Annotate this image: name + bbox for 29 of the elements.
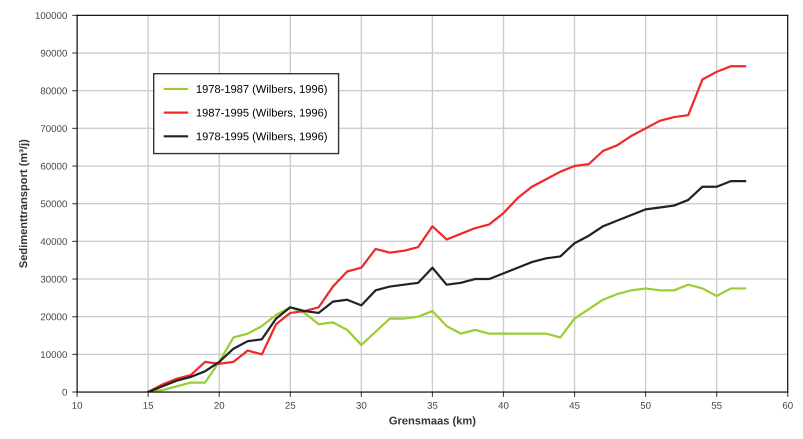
- line-series: [147, 65, 746, 392]
- x-tick-label: 45: [569, 402, 580, 409]
- y-tick-label: 40000: [40, 238, 67, 245]
- y-tick-label: 20000: [40, 313, 67, 320]
- y-tick-label: 10000: [41, 351, 67, 358]
- x-tick-label: 20: [214, 402, 224, 409]
- x-tick-label: 50: [640, 402, 651, 409]
- legend-label: 1978-1995 (Wilbers, 1996): [196, 132, 327, 142]
- y-tick-label: 100000: [36, 12, 67, 19]
- x-tick-label: 25: [285, 402, 296, 409]
- y-tick-label: 90000: [40, 50, 67, 57]
- x-axis-title: Grensmaas (km): [389, 416, 476, 427]
- legend-label: 1978-1987 (Wilbers, 1996): [196, 84, 327, 96]
- y-tick-label: 50000: [40, 200, 67, 208]
- y-tick-label: 30000: [40, 276, 67, 283]
- x-tick-label: 60: [782, 402, 793, 409]
- y-tick-label: 80000: [40, 87, 67, 94]
- x-tick-label: 35: [427, 402, 438, 409]
- line-series: [147, 180, 746, 392]
- x-tick-label: 55: [712, 402, 722, 409]
- y-tick-label: 60000: [40, 162, 67, 170]
- y-tick-label: 0: [62, 388, 67, 396]
- y-axis-title: Sedimenttransport (m³/j): [19, 140, 30, 268]
- legend-label: 1987-1995 (Wilbers, 1996): [196, 108, 327, 119]
- x-tick-label: 15: [143, 402, 154, 409]
- x-tick-label: 30: [356, 402, 366, 409]
- x-tick-label: 40: [498, 402, 509, 409]
- x-tick-label: 10: [72, 402, 82, 409]
- y-tick-label: 70000: [40, 125, 67, 132]
